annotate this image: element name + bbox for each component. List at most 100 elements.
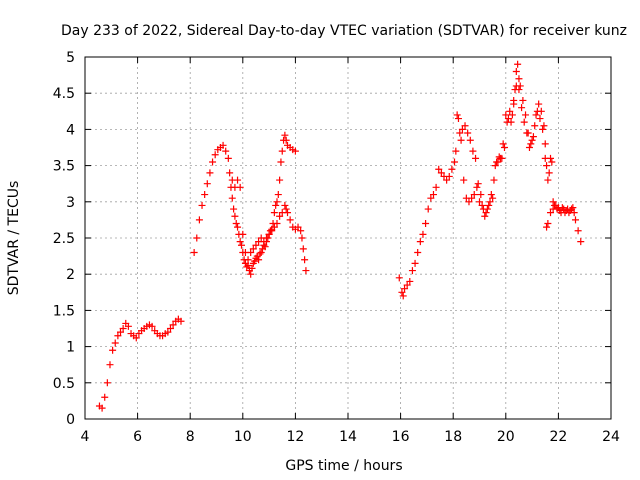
data-point	[268, 227, 276, 235]
data-point	[281, 201, 289, 209]
y-tick-label: 5	[66, 50, 75, 66]
data-point	[478, 201, 486, 209]
data-point	[399, 292, 407, 300]
data-point	[408, 267, 416, 275]
data-point	[222, 147, 230, 155]
data-point	[481, 212, 489, 220]
y-axis-label: SDTVAR / TECUs	[6, 181, 22, 296]
data-point	[406, 277, 414, 285]
data-point	[277, 158, 285, 166]
data-point	[519, 96, 527, 104]
data-point	[111, 339, 119, 347]
data-point	[166, 325, 174, 332]
data-point	[291, 147, 299, 155]
data-point	[243, 263, 251, 271]
data-point	[198, 201, 206, 209]
data-point	[483, 205, 491, 213]
data-point	[512, 82, 520, 90]
x-axis-label: GPS time / hours	[285, 458, 402, 474]
series-trace-a-secondary	[228, 176, 310, 275]
data-point	[541, 140, 549, 148]
data-point	[515, 75, 523, 83]
data-point	[299, 245, 307, 253]
y-tick-label: 3.5	[53, 159, 75, 175]
data-point	[424, 205, 432, 213]
data-point	[468, 194, 476, 202]
data-point	[533, 107, 541, 115]
y-tick-label: 0	[66, 412, 75, 428]
data-point	[451, 158, 459, 166]
data-point	[456, 129, 464, 137]
data-point	[549, 205, 557, 213]
data-point	[435, 165, 443, 173]
x-tick-label: 16	[392, 429, 410, 445]
y-tick-label: 4.5	[53, 86, 75, 102]
data-point	[252, 241, 260, 249]
data-point	[109, 346, 117, 354]
data-point	[262, 234, 270, 242]
data-point	[230, 205, 238, 213]
data-point	[507, 118, 515, 126]
data-point	[502, 111, 510, 119]
data-point	[274, 191, 282, 199]
chart-title: Day 233 of 2022, Sidereal Day-to-day VTE…	[61, 23, 627, 39]
data-point	[234, 176, 242, 184]
data-point	[458, 125, 466, 133]
data-point	[506, 107, 514, 115]
data-point	[531, 122, 539, 130]
y-tick-label: 0.5	[53, 376, 75, 392]
data-point	[469, 147, 477, 155]
data-point	[101, 393, 109, 401]
data-point	[476, 198, 483, 206]
data-point	[554, 204, 562, 212]
data-point	[260, 238, 268, 246]
data-point	[114, 332, 122, 340]
data-point	[278, 147, 286, 155]
data-point	[193, 234, 201, 242]
series-trace-a-early	[95, 315, 185, 412]
data-point	[445, 172, 453, 180]
data-point	[543, 162, 551, 170]
data-point	[148, 322, 156, 330]
data-point	[522, 111, 530, 119]
data-point	[457, 136, 465, 144]
data-point	[512, 67, 520, 75]
data-point	[508, 111, 516, 119]
data-series	[95, 60, 585, 412]
data-point	[460, 176, 468, 184]
grid-lines	[85, 57, 611, 419]
data-point	[124, 322, 132, 330]
data-point	[302, 267, 310, 275]
data-point	[236, 183, 244, 191]
data-point	[119, 325, 127, 332]
data-point	[486, 198, 494, 206]
data-point	[247, 270, 255, 278]
data-point	[103, 379, 111, 387]
data-point	[529, 133, 537, 141]
data-point	[98, 404, 106, 412]
data-point	[239, 230, 247, 238]
data-point	[276, 176, 284, 184]
data-point	[282, 136, 290, 144]
data-point	[453, 111, 461, 119]
data-point	[548, 158, 556, 166]
data-point	[234, 223, 242, 231]
data-point	[403, 281, 411, 289]
data-point	[270, 209, 278, 217]
data-point	[132, 334, 140, 342]
data-point	[422, 220, 430, 228]
data-point	[190, 248, 198, 256]
data-point	[276, 212, 284, 220]
data-point	[106, 361, 114, 369]
data-point	[518, 104, 526, 112]
data-point	[500, 144, 508, 151]
data-point	[294, 223, 302, 231]
data-point	[454, 115, 462, 123]
series-trace-a-main-rise	[190, 131, 299, 278]
data-point	[248, 264, 256, 272]
data-point	[443, 176, 451, 184]
data-point	[219, 141, 227, 149]
data-point	[541, 154, 549, 162]
data-point	[539, 125, 547, 133]
